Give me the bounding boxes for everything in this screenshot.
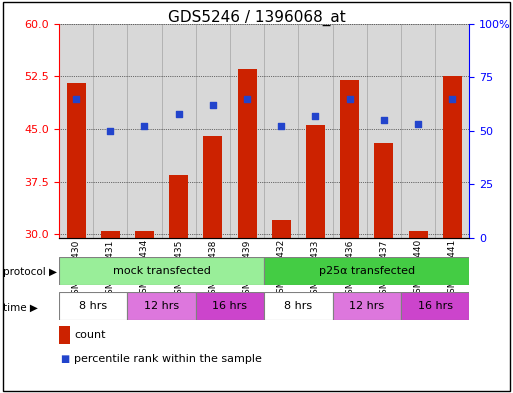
- Bar: [374, 143, 393, 238]
- Bar: [264, 292, 332, 320]
- Point: [243, 95, 251, 102]
- Text: 8 hrs: 8 hrs: [79, 301, 107, 311]
- Bar: [162, 24, 196, 238]
- Text: 12 hrs: 12 hrs: [349, 301, 384, 311]
- Bar: [93, 24, 127, 238]
- Bar: [196, 24, 230, 238]
- Point: [209, 102, 217, 108]
- Bar: [67, 83, 86, 238]
- Text: protocol ▶: protocol ▶: [3, 267, 56, 277]
- Bar: [409, 231, 427, 238]
- Bar: [59, 292, 127, 320]
- Bar: [443, 76, 462, 238]
- Point: [106, 127, 114, 134]
- Point: [414, 121, 422, 127]
- Point: [448, 95, 457, 102]
- Point: [174, 110, 183, 117]
- Bar: [135, 231, 154, 238]
- Bar: [299, 24, 332, 238]
- Bar: [264, 257, 469, 285]
- Text: GDS5246 / 1396068_at: GDS5246 / 1396068_at: [168, 10, 345, 26]
- Bar: [169, 174, 188, 238]
- Point: [277, 123, 285, 130]
- Text: 16 hrs: 16 hrs: [212, 301, 247, 311]
- Text: mock transfected: mock transfected: [113, 266, 210, 276]
- Bar: [272, 220, 291, 238]
- Bar: [238, 69, 256, 238]
- Bar: [306, 125, 325, 238]
- Point: [72, 95, 80, 102]
- Text: percentile rank within the sample: percentile rank within the sample: [74, 354, 262, 364]
- Text: 12 hrs: 12 hrs: [144, 301, 179, 311]
- Text: 8 hrs: 8 hrs: [284, 301, 312, 311]
- Point: [311, 112, 320, 119]
- Bar: [127, 292, 196, 320]
- Text: 16 hrs: 16 hrs: [418, 301, 452, 311]
- Bar: [127, 24, 162, 238]
- Bar: [332, 24, 367, 238]
- Bar: [435, 24, 469, 238]
- Bar: [101, 231, 120, 238]
- Point: [346, 95, 354, 102]
- Bar: [332, 292, 401, 320]
- Bar: [401, 292, 469, 320]
- Text: p25α transfected: p25α transfected: [319, 266, 415, 276]
- Bar: [230, 24, 264, 238]
- Bar: [401, 24, 435, 238]
- Bar: [59, 24, 93, 238]
- Point: [141, 123, 149, 130]
- Point: [380, 117, 388, 123]
- Bar: [204, 136, 222, 238]
- Text: time ▶: time ▶: [3, 302, 37, 312]
- Bar: [367, 24, 401, 238]
- Bar: [340, 80, 359, 238]
- Text: ■: ■: [60, 354, 69, 364]
- Text: count: count: [74, 330, 106, 340]
- Bar: [59, 257, 264, 285]
- Bar: [196, 292, 264, 320]
- Bar: [264, 24, 299, 238]
